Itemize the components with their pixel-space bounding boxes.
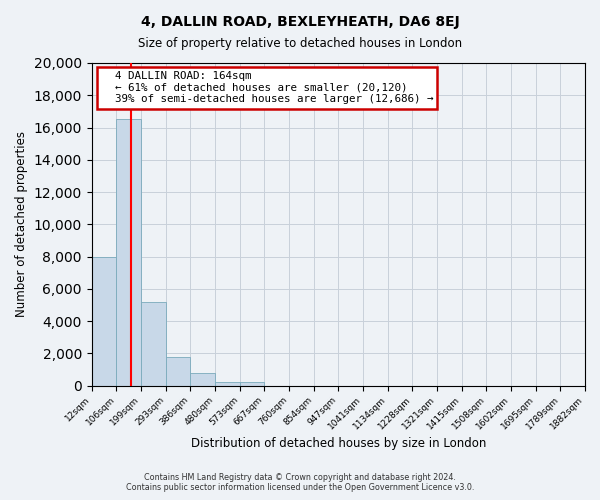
Y-axis label: Number of detached properties: Number of detached properties (15, 132, 28, 318)
Bar (141, 302, 166, 386)
Bar (215, 382, 239, 386)
Bar (239, 382, 265, 386)
Bar (166, 358, 190, 386)
Text: 4, DALLIN ROAD, BEXLEYHEATH, DA6 8EJ: 4, DALLIN ROAD, BEXLEYHEATH, DA6 8EJ (140, 15, 460, 29)
Bar (190, 374, 215, 386)
Bar (116, 120, 141, 386)
X-axis label: Distribution of detached houses by size in London: Distribution of detached houses by size … (191, 437, 486, 450)
Text: Size of property relative to detached houses in London: Size of property relative to detached ho… (138, 38, 462, 51)
Bar (92, 256, 116, 386)
Text: Contains HM Land Registry data © Crown copyright and database right 2024.
Contai: Contains HM Land Registry data © Crown c… (126, 473, 474, 492)
Text: 4 DALLIN ROAD: 164sqm
  ← 61% of detached houses are smaller (20,120)
  39% of s: 4 DALLIN ROAD: 164sqm ← 61% of detached … (101, 71, 433, 104)
